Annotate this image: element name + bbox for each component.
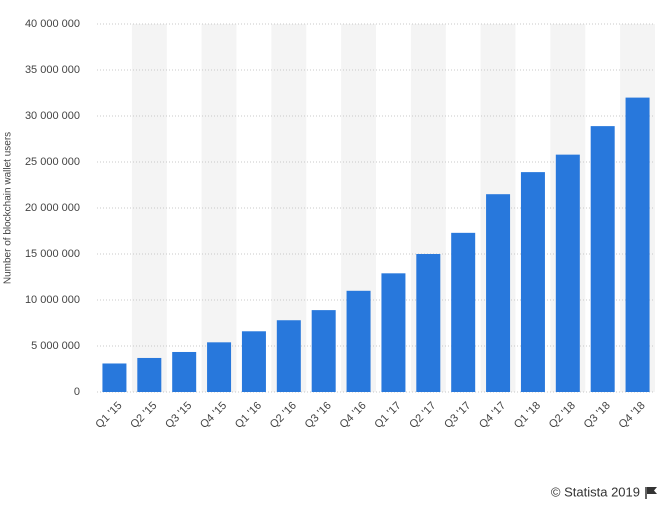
footer: © Statista 2019 [551, 484, 640, 499]
bar [625, 97, 650, 392]
x-tick-label: Q4 '18 [617, 400, 648, 431]
bar [590, 126, 615, 393]
x-tick-label: Q4 '15 [198, 400, 229, 431]
bar [172, 351, 197, 392]
y-tick-label: 10 000 000 [25, 294, 80, 306]
band-stripe [201, 24, 237, 392]
bar [486, 194, 511, 392]
bar [346, 290, 371, 392]
x-tick-label: Q3 '18 [582, 400, 613, 431]
y-tick-label: 5 000 000 [31, 340, 80, 352]
y-tick-label: 40 000 000 [25, 18, 80, 30]
x-tick-label: Q2 '16 [268, 400, 299, 431]
x-tick-label: Q1 '15 [93, 400, 124, 431]
x-tick-label: Q1 '18 [512, 400, 543, 431]
x-tick-label: Q4 '16 [338, 400, 369, 431]
y-tick-label: 35 000 000 [25, 64, 80, 76]
x-tick-label: Q2 '15 [128, 400, 159, 431]
y-tick-label: 0 [74, 386, 80, 398]
y-tick-label: 15 000 000 [25, 248, 80, 260]
bar [381, 273, 406, 392]
bar [102, 363, 127, 392]
bar [207, 342, 232, 392]
flag-icon [645, 487, 657, 499]
x-tick-label: Q2 '17 [407, 400, 438, 431]
band-stripe [131, 24, 167, 392]
x-tick-label: Q1 '16 [233, 400, 264, 431]
bar [311, 310, 336, 392]
bar [241, 331, 266, 392]
bar [451, 232, 476, 392]
y-tick-label: 30 000 000 [25, 110, 80, 122]
bar [555, 154, 580, 392]
x-tick-label: Q4 '17 [477, 400, 508, 431]
bar [416, 254, 441, 392]
x-tick-label: Q3 '16 [303, 400, 334, 431]
y-tick-label: 25 000 000 [25, 156, 80, 168]
bar [276, 320, 301, 392]
bar [520, 172, 545, 392]
bar [137, 357, 162, 392]
y-axis-title: Number of blockchain wallet users [3, 132, 14, 284]
x-tick-label: Q3 '15 [163, 400, 194, 431]
x-tick-label: Q2 '18 [547, 400, 578, 431]
x-tick-label: Q3 '17 [442, 400, 473, 431]
x-tick-label: Q1 '17 [372, 400, 403, 431]
y-tick-label: 20 000 000 [25, 202, 80, 214]
